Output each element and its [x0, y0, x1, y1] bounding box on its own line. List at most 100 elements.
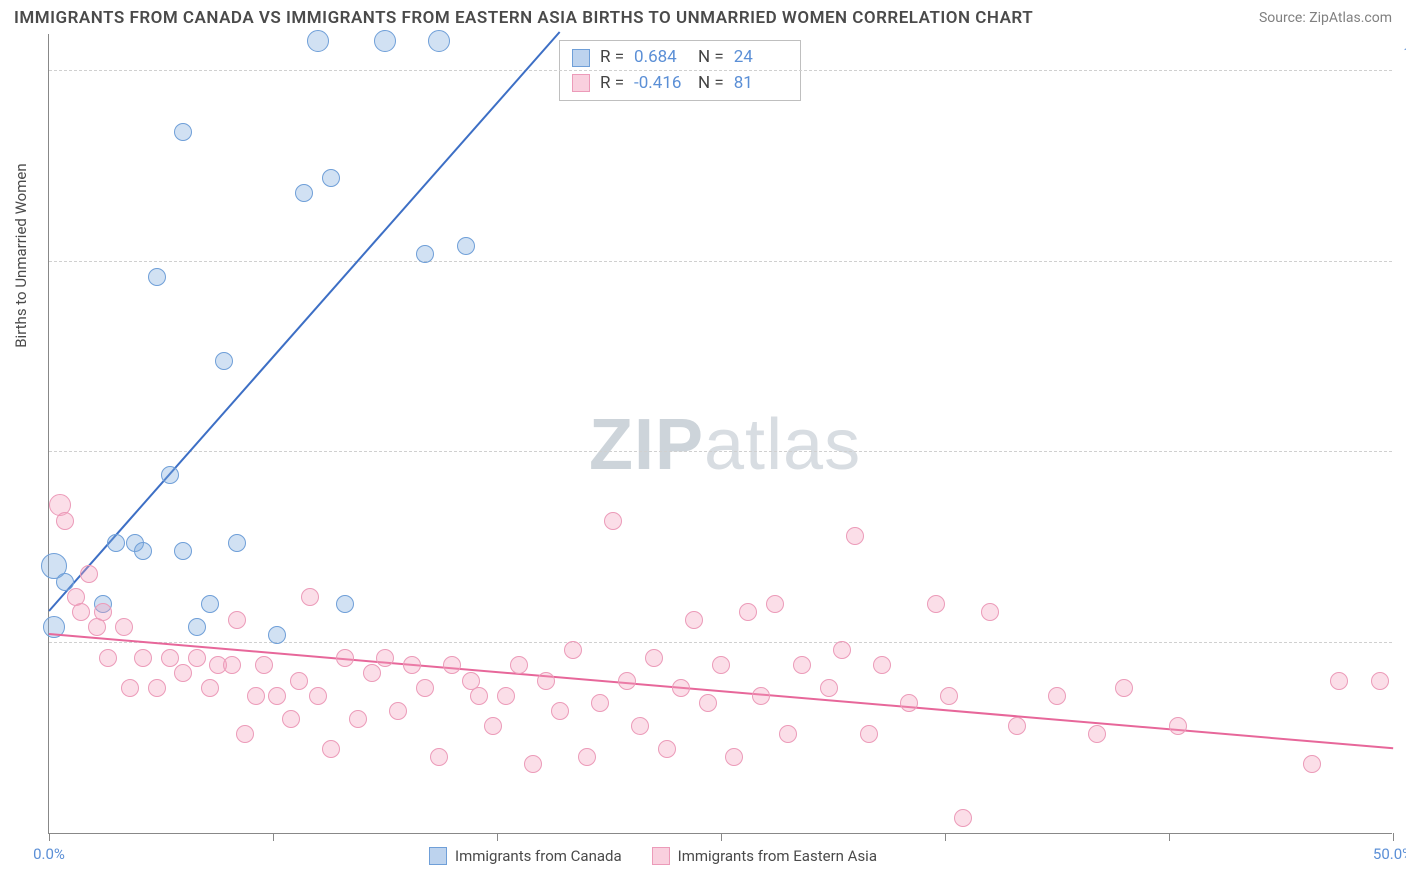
y-tick-label: 50.0% — [1397, 425, 1406, 443]
data-point — [309, 687, 327, 705]
data-point — [148, 268, 166, 286]
data-point — [739, 603, 757, 621]
data-point — [1048, 687, 1066, 705]
data-point — [510, 656, 528, 674]
data-point — [1371, 672, 1389, 690]
data-point — [752, 687, 770, 705]
header-row: IMMIGRANTS FROM CANADA VS IMMIGRANTS FRO… — [0, 0, 1406, 32]
data-point — [374, 30, 396, 52]
data-point — [416, 679, 434, 697]
data-point — [282, 710, 300, 728]
data-point — [403, 656, 421, 674]
x-tick — [49, 833, 50, 841]
data-point — [247, 687, 265, 705]
data-point — [900, 694, 918, 712]
data-point — [591, 694, 609, 712]
data-point — [188, 618, 206, 636]
gridline — [49, 642, 1392, 643]
data-point — [416, 245, 434, 263]
data-point — [134, 542, 152, 560]
watermark: ZIPatlas — [589, 404, 861, 486]
data-point — [161, 649, 179, 667]
data-point — [820, 679, 838, 697]
data-point — [1088, 725, 1106, 743]
data-point — [301, 588, 319, 606]
data-point — [336, 595, 354, 613]
source-attribution: Source: ZipAtlas.com — [1259, 10, 1392, 26]
data-point — [228, 611, 246, 629]
data-point — [174, 542, 192, 560]
data-point — [1008, 717, 1026, 735]
x-tick-label: 0.0% — [33, 845, 65, 863]
legend-label: Immigrants from Eastern Asia — [678, 847, 877, 865]
data-point — [174, 123, 192, 141]
data-point — [470, 687, 488, 705]
stats-row-1: R = 0.684 N = 24 — [572, 45, 788, 71]
data-point — [833, 641, 851, 659]
data-point — [236, 725, 254, 743]
legend: Immigrants from Canada Immigrants from E… — [429, 847, 877, 865]
scatter-chart: ZIPatlas R = 0.684 N = 24 R = -0.416 N =… — [48, 34, 1392, 834]
data-point — [268, 687, 286, 705]
data-point — [201, 595, 219, 613]
x-tick — [945, 833, 946, 841]
data-point — [295, 184, 313, 202]
data-point — [322, 740, 340, 758]
data-point — [524, 755, 542, 773]
data-point — [793, 656, 811, 674]
data-point — [604, 512, 622, 530]
data-point — [712, 656, 730, 674]
x-tick — [497, 833, 498, 841]
data-point — [94, 603, 112, 621]
swatch-pink-icon — [572, 74, 590, 92]
data-point — [215, 352, 233, 370]
data-point — [443, 656, 461, 674]
data-point — [981, 603, 999, 621]
data-point — [363, 664, 381, 682]
data-point — [846, 527, 864, 545]
data-point — [537, 672, 555, 690]
data-point — [484, 717, 502, 735]
swatch-blue-icon — [429, 847, 447, 865]
data-point — [497, 687, 515, 705]
data-point — [115, 618, 133, 636]
data-point — [376, 649, 394, 667]
data-point — [148, 679, 166, 697]
data-point — [134, 649, 152, 667]
data-point — [121, 679, 139, 697]
data-point — [290, 672, 308, 690]
data-point — [551, 702, 569, 720]
data-point — [940, 687, 958, 705]
data-point — [685, 611, 703, 629]
y-tick-label: 100.0% — [1397, 44, 1406, 62]
data-point — [174, 664, 192, 682]
data-point — [188, 649, 206, 667]
data-point — [349, 710, 367, 728]
data-point — [645, 649, 663, 667]
data-point — [457, 237, 475, 255]
data-point — [428, 30, 450, 52]
chart-title: IMMIGRANTS FROM CANADA VS IMMIGRANTS FRO… — [14, 8, 1033, 28]
data-point — [72, 603, 90, 621]
data-point — [223, 656, 241, 674]
data-point — [255, 656, 273, 674]
x-tick — [721, 833, 722, 841]
stats-row-2: R = -0.416 N = 81 — [572, 71, 788, 97]
data-point — [268, 626, 286, 644]
data-point — [779, 725, 797, 743]
data-point — [1169, 717, 1187, 735]
swatch-blue-icon — [572, 49, 590, 67]
data-point — [336, 649, 354, 667]
data-point — [322, 169, 340, 187]
x-tick — [273, 833, 274, 841]
gridline — [49, 261, 1392, 262]
data-point — [578, 748, 596, 766]
legend-label: Immigrants from Canada — [455, 847, 622, 865]
swatch-pink-icon — [652, 847, 670, 865]
data-point — [927, 595, 945, 613]
y-tick-label: 25.0% — [1397, 616, 1406, 634]
data-point — [954, 809, 972, 827]
data-point — [430, 748, 448, 766]
data-point — [766, 595, 784, 613]
trend-line — [48, 31, 560, 611]
